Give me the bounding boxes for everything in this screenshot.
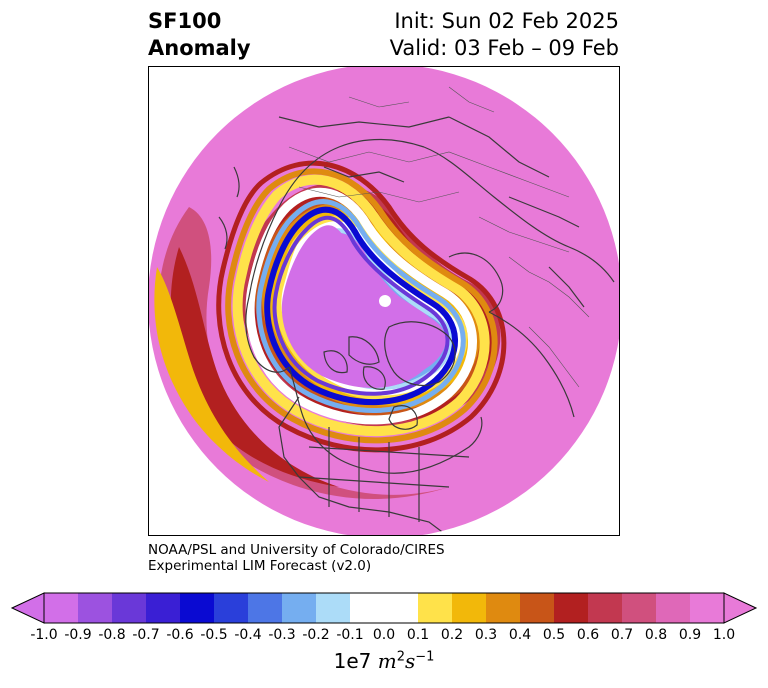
colorbar-tick-label: 0.5 <box>542 627 566 643</box>
vortex-ring-yellow-stroke <box>232 174 490 437</box>
colorbar-segment <box>180 593 215 623</box>
vortex-ring-blue-stroke <box>264 206 458 406</box>
forecast-credit: NOAA/PSL and University of Colorado/CIRE… <box>148 542 445 574</box>
colorbar-tick-label: 0.9 <box>678 627 702 643</box>
colorbar <box>10 592 758 624</box>
colorbar-tick-label: 0.1 <box>406 627 430 643</box>
colorbar-segment <box>146 593 181 623</box>
coastlines <box>218 116 615 535</box>
colorbar-max-extend-arrow <box>723 592 758 624</box>
colorbar-segment <box>316 593 351 623</box>
colorbar-tick-label: -0.7 <box>132 627 160 643</box>
colorbar-tick-label: 0.6 <box>576 627 600 643</box>
colorbar-segment <box>248 593 283 623</box>
polar-map <box>149 67 619 535</box>
colorbar-segment <box>282 593 317 623</box>
init-date-label: Init: Sun 02 Feb 2025 <box>394 9 619 33</box>
map-title: SF100 Anomaly <box>148 8 251 62</box>
units-m-exp: 2 <box>396 649 405 665</box>
valid-date-label: Valid: 03 Feb – 09 Feb <box>389 36 619 60</box>
colorbar-tick-label: -0.1 <box>336 627 364 643</box>
units-base: 1e7 <box>333 649 372 673</box>
negative-anomaly-center <box>281 225 442 388</box>
positive-anomaly-tongue-yellow <box>154 267 269 482</box>
colorbar-tick-label: -0.5 <box>200 627 228 643</box>
colorbar-segment <box>350 593 385 623</box>
colorbar-outline <box>43 592 725 624</box>
colorbar-tick-label: -1.0 <box>30 627 58 643</box>
colorbar-segment <box>78 593 113 623</box>
colorbar-tick-label: 0.2 <box>440 627 464 643</box>
colorbar-tick-label: 0.0 <box>372 627 396 643</box>
units-s: s <box>404 649 416 673</box>
colorbar-tick-label: -0.8 <box>98 627 126 643</box>
credit-line-1: NOAA/PSL and University of Colorado/CIRE… <box>148 542 445 558</box>
north-pole-marker <box>379 295 391 307</box>
colorbar-tick-label: 0.7 <box>610 627 634 643</box>
colorbar-segment <box>112 593 147 623</box>
colorbar-tick-label: -0.2 <box>302 627 330 643</box>
colorbar-tick-label: -0.9 <box>64 627 92 643</box>
title-field-type: Anomaly <box>148 36 251 60</box>
credit-line-2: Experimental LIM Forecast (v2.0) <box>148 558 372 574</box>
colorbar-tick-label: 1.0 <box>712 627 736 643</box>
title-variable: SF100 <box>148 9 222 33</box>
forecast-dates: Init: Sun 02 Feb 2025 Valid: 03 Feb – 09… <box>390 8 619 62</box>
units-m: m <box>377 649 397 673</box>
colorbar-segment <box>452 593 487 623</box>
colorbar-tick-label: 0.8 <box>644 627 668 643</box>
colorbar-segment <box>656 593 691 623</box>
colorbar-segment <box>690 593 725 623</box>
colorbar-segment <box>384 593 419 623</box>
positive-anomaly-tongue-inner <box>170 247 339 487</box>
colorbar-segment <box>622 593 657 623</box>
vortex-ring-lightblue-stroke <box>256 199 466 414</box>
vortex-ring-white-stroke <box>245 187 477 425</box>
colorbar-tick-label: 0.4 <box>508 627 532 643</box>
units-s-exp: −1 <box>415 649 435 665</box>
colorbar-min-extend-arrow <box>10 592 45 624</box>
colorbar-segment <box>418 593 453 623</box>
colorbar-tick-label: 0.3 <box>474 627 498 643</box>
colorbar-tick-label: -0.4 <box>234 627 262 643</box>
vortex-ring-orange-stroke <box>225 168 498 444</box>
colorbar-tick-labels: -1.0 -0.9 -0.8 -0.7 -0.6 -0.5 -0.4 -0.3 -0.2 -0.1… <box>0 626 768 644</box>
map-panel <box>148 66 620 536</box>
vortex-ring-purple-stroke <box>272 215 450 396</box>
colorbar-tick-label: -0.3 <box>268 627 296 643</box>
colorbar-segment <box>588 593 623 623</box>
colorbar-segment <box>44 593 79 623</box>
colorbar-segment <box>554 593 589 623</box>
colorbar-tick-label: -0.6 <box>166 627 194 643</box>
vortex-ring-red-stroke <box>216 160 507 453</box>
colorbar-segment <box>486 593 521 623</box>
colorbar-units-label: 1e7 m2s−1 <box>0 648 768 674</box>
colorbar-segment <box>214 593 249 623</box>
colorbar-segment <box>520 593 555 623</box>
